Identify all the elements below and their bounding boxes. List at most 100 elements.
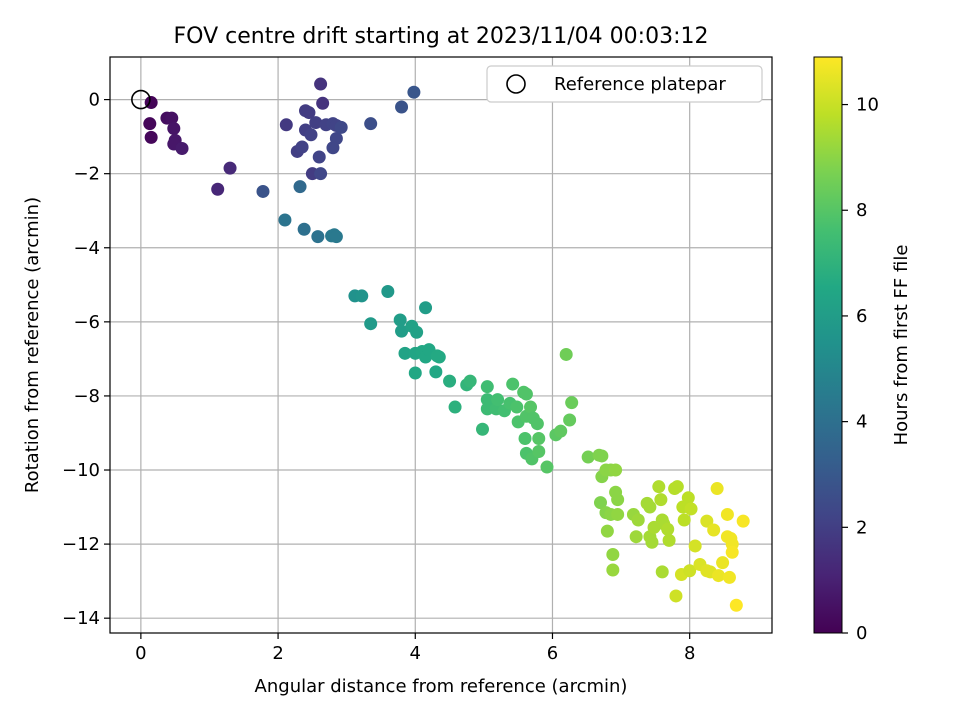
data-point <box>707 523 721 537</box>
data-point <box>532 444 546 458</box>
data-point <box>600 524 614 538</box>
x-tick-label: 4 <box>410 643 421 664</box>
x-axis-ticks: 0 2 4 6 8 <box>135 633 695 664</box>
data-point <box>606 547 620 561</box>
x-tick-label: 8 <box>684 643 695 664</box>
data-point <box>711 569 725 583</box>
data-point <box>710 482 724 496</box>
legend: Reference platepar <box>486 65 763 103</box>
colorbar-tick-label: 6 <box>856 306 867 327</box>
data-point <box>581 450 595 464</box>
colorbar-gradient <box>813 56 843 634</box>
data-point <box>295 140 309 154</box>
colorbar-tick-label: 10 <box>856 95 879 116</box>
y-tick-label: −2 <box>73 164 100 185</box>
data-point <box>670 480 684 494</box>
data-point <box>355 289 369 303</box>
y-axis-ticks: 0 −2 −4 −6 −8 −10 −12 −14 <box>62 90 110 629</box>
data-point <box>311 230 325 244</box>
x-tick-label: 2 <box>272 643 283 664</box>
data-point <box>143 117 157 131</box>
data-point <box>720 507 734 521</box>
plot-frame <box>109 56 773 634</box>
data-point <box>700 514 714 528</box>
y-tick-label: 0 <box>89 90 100 111</box>
legend-box <box>486 65 763 103</box>
data-point <box>491 393 505 407</box>
data-point <box>736 514 750 528</box>
data-point <box>661 522 675 536</box>
data-point <box>398 346 412 360</box>
data-point <box>530 417 544 431</box>
data-point <box>611 493 625 507</box>
data-point <box>684 502 698 516</box>
data-point <box>419 301 433 315</box>
data-point <box>314 77 328 91</box>
data-point <box>480 380 494 394</box>
data-point <box>326 141 340 155</box>
data-point <box>395 324 409 338</box>
data-point <box>652 480 666 494</box>
legend-marker-reference <box>506 74 526 94</box>
data-point <box>256 184 270 198</box>
data-point <box>302 106 316 120</box>
data-point <box>429 365 443 379</box>
data-point <box>519 387 533 401</box>
data-point <box>631 513 645 527</box>
data-point <box>506 377 520 391</box>
data-point <box>565 396 579 410</box>
data-point <box>329 230 343 244</box>
data-point <box>559 347 573 361</box>
data-point <box>364 117 378 131</box>
x-tick-label: 0 <box>135 643 146 664</box>
data-point <box>729 598 743 612</box>
colorbar: 0 2 4 6 8 10 Hours from first FF file <box>813 56 912 644</box>
data-point <box>677 513 691 527</box>
data-point <box>408 366 422 380</box>
data-point <box>316 96 330 110</box>
data-point <box>443 374 457 388</box>
colorbar-label: Hours from first FF file <box>891 245 912 446</box>
data-point <box>334 120 348 134</box>
data-point <box>410 325 424 339</box>
data-point <box>654 493 668 507</box>
data-point <box>593 496 607 510</box>
data-point <box>364 317 378 331</box>
data-point <box>716 556 730 570</box>
data-point <box>167 121 181 135</box>
data-point <box>688 539 702 553</box>
data-point <box>393 313 407 327</box>
data-point <box>293 180 307 194</box>
y-tick-label: −12 <box>62 534 100 555</box>
reference-marker <box>131 89 151 110</box>
colorbar-tick-label: 4 <box>856 412 867 433</box>
data-point <box>223 161 237 175</box>
colorbar-tick-label: 0 <box>856 623 867 644</box>
data-point <box>448 400 462 414</box>
data-point <box>643 500 657 514</box>
data-point <box>722 570 736 584</box>
data-point <box>540 460 554 474</box>
data-point <box>645 535 659 549</box>
data-point <box>395 100 409 114</box>
data-point <box>683 564 697 578</box>
colorbar-tick-label: 2 <box>856 517 867 538</box>
data-point <box>309 116 323 130</box>
data-point <box>381 284 395 298</box>
y-tick-label: −6 <box>73 312 100 333</box>
data-point <box>669 589 683 603</box>
data-point <box>278 213 292 227</box>
legend-label-reference: Reference platepar <box>554 74 726 95</box>
data-point <box>532 432 546 446</box>
x-axis-label: Angular distance from reference (arcmin) <box>255 676 628 697</box>
data-point <box>563 413 577 427</box>
data-point <box>595 449 609 463</box>
data-point <box>725 545 739 559</box>
chart-title: FOV centre drift starting at 2023/11/04 … <box>174 24 709 49</box>
colorbar-tick-label: 8 <box>856 200 867 221</box>
data-point <box>476 422 490 436</box>
y-tick-label: −14 <box>62 608 100 629</box>
data-point <box>524 400 538 414</box>
